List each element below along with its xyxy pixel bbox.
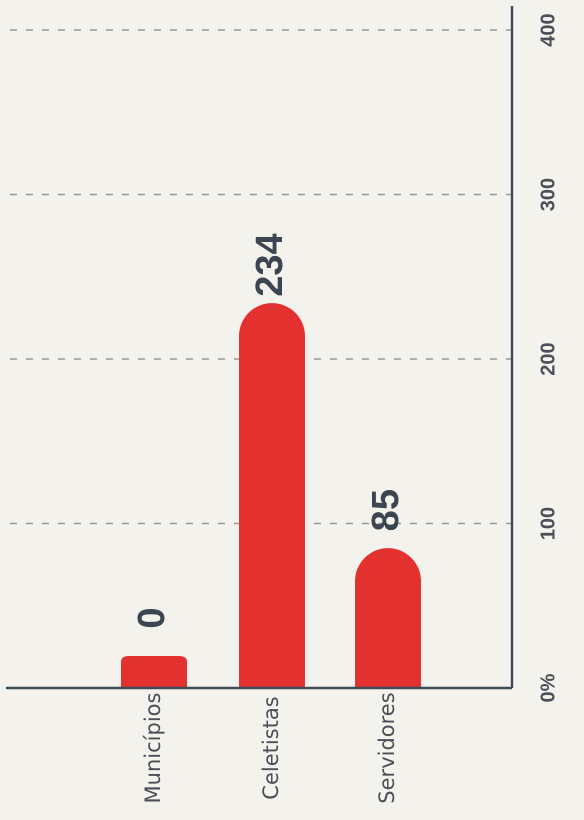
x-tick-label: 100 <box>537 507 559 540</box>
x-tick-label: 0% <box>537 673 559 702</box>
x-tick-label: 200 <box>537 342 559 375</box>
category-label: Celetistas <box>259 696 283 799</box>
bars <box>121 303 421 688</box>
bar <box>121 656 187 688</box>
x-tick-label: 400 <box>537 13 559 46</box>
value-label: 0 <box>131 607 173 628</box>
axes <box>6 6 514 690</box>
value-label: 234 <box>249 233 291 296</box>
category-label: Municípios <box>141 693 165 804</box>
labels: 0% 100 200 300 400 0 Municípios 234 Celetistas 85… <box>131 13 559 803</box>
value-label: 85 <box>365 489 407 531</box>
bar <box>355 548 421 688</box>
x-tick-label: 300 <box>537 178 559 211</box>
gridlines <box>10 29 512 525</box>
bar <box>239 303 305 688</box>
category-label: Servidores <box>375 692 399 803</box>
